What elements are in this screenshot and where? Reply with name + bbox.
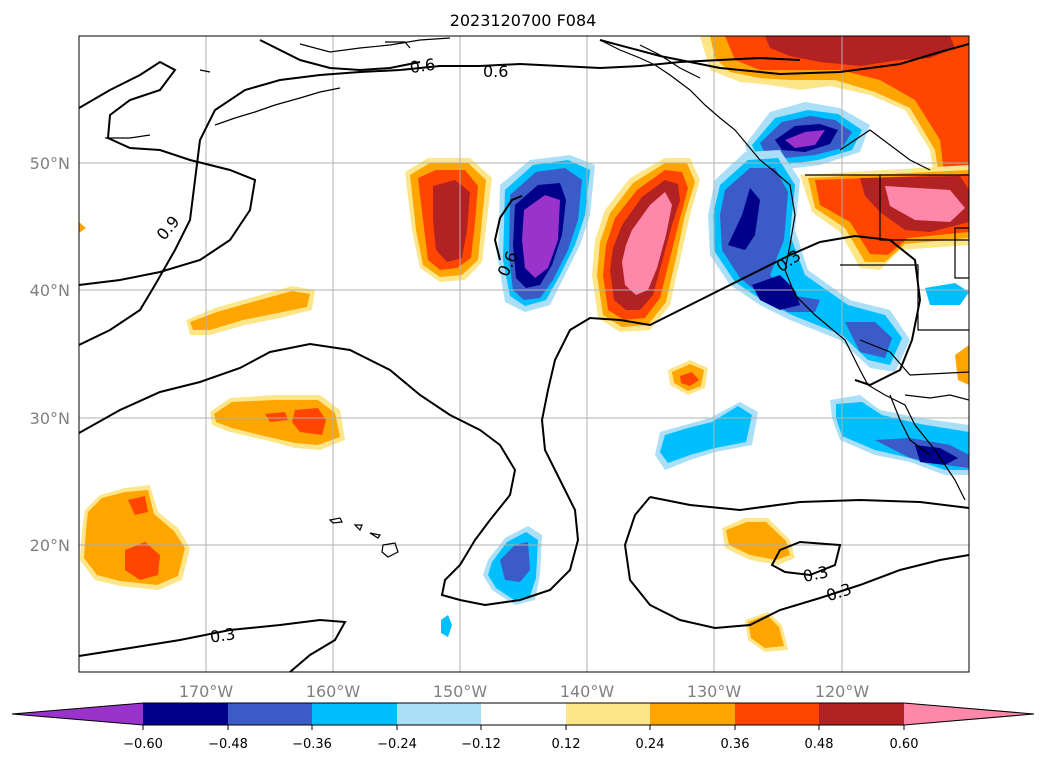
colorbar-tick-label: 0.12 — [552, 737, 581, 752]
contour-03-south-lower — [623, 496, 969, 630]
contour-lines — [79, 39, 969, 672]
contour-09-west — [79, 60, 257, 286]
colorbar-tick-label: −0.60 — [123, 737, 163, 752]
colorbar-tick-label: 0.60 — [890, 737, 919, 752]
anomaly-21n-positive — [80, 485, 190, 590]
colorbar-bin — [481, 703, 566, 725]
colorbar-bin — [228, 703, 312, 725]
map-title: 2023120700 F084 — [450, 11, 597, 30]
anomaly-left-edge-positive — [79, 222, 86, 233]
colorbar-tick-label: −0.12 — [461, 737, 501, 752]
contour-label: 0.6 — [409, 55, 437, 77]
colorbar-extend-high — [904, 703, 1034, 725]
contour-03-southwest — [79, 618, 347, 672]
contour-label: 0.6 — [483, 62, 508, 81]
anomaly-small-negative — [925, 283, 969, 305]
contour-03-south-upper — [649, 496, 969, 512]
anomaly-30n-positive — [210, 395, 345, 450]
colorbar-bin — [566, 703, 650, 725]
anomaly-18n-negative — [483, 526, 542, 605]
latitude-labels: 20°N 30°N 40°N 50°N — [30, 154, 70, 555]
anomaly-small-positive — [668, 360, 708, 395]
colorbar-bin — [143, 703, 228, 725]
coastlines — [105, 37, 969, 558]
anomaly-28n-negative — [655, 402, 758, 470]
lon-label: 150°W — [433, 682, 488, 701]
longitude-labels: 170°W 160°W 150°W 140°W 130°W 120°W — [179, 682, 870, 701]
anomaly-east-edge-positive — [955, 345, 969, 385]
colorbar-bin — [819, 703, 904, 725]
contour-09-north — [259, 39, 421, 72]
contour-label: 0.3 — [209, 624, 237, 646]
anomaly-interior-positive — [800, 165, 969, 270]
contour-06-small — [493, 195, 523, 261]
colorbar-extend-low — [12, 703, 143, 725]
anomaly-137w-positive — [592, 158, 700, 332]
contour-06-south — [770, 540, 842, 577]
anomaly-westcoast-negative — [708, 150, 910, 372]
lat-label: 30°N — [30, 409, 70, 428]
colorbar-tick-label: −0.24 — [377, 737, 417, 752]
anomaly-145w-negative — [498, 155, 595, 312]
graticule — [79, 36, 969, 672]
anomaly-mexico-negative — [830, 395, 969, 475]
colorbar-tick-label: 0.48 — [805, 737, 834, 752]
lon-label: 160°W — [306, 682, 361, 701]
contour-label: 0.3 — [801, 562, 830, 586]
colorbar-bin — [397, 703, 481, 725]
anomaly-tiny-negative — [441, 615, 452, 637]
colorbar: −0.60 −0.48 −0.36 −0.24 −0.12 0.12 0.24 … — [11, 702, 1035, 752]
anomaly-21n-128w-positive — [722, 518, 795, 565]
contour-06-northeast — [599, 39, 969, 76]
contour-06-north — [79, 56, 801, 346]
colorbar-tick-label: 0.36 — [721, 737, 750, 752]
lat-label: 50°N — [30, 154, 70, 173]
map-frame — [78, 35, 970, 673]
colorbar-bin — [735, 703, 819, 725]
colorbar-tick-label: 0.24 — [636, 737, 665, 752]
lat-label: 40°N — [30, 281, 70, 300]
lon-label: 170°W — [179, 682, 234, 701]
colorbar-bin — [650, 703, 735, 725]
anomaly-150w-positive — [405, 158, 492, 282]
contour-03-loop — [79, 234, 922, 607]
anomaly-northeast-positive — [700, 36, 969, 230]
lon-label: 120°W — [815, 682, 870, 701]
colorbar-ticks — [142, 725, 905, 730]
colorbar-tick-label: −0.48 — [208, 737, 248, 752]
lon-label: 130°W — [687, 682, 742, 701]
colorbar-bin — [312, 703, 397, 725]
lat-label: 20°N — [30, 536, 70, 555]
map-area: 0.6 0.9 0.6 0.3 0.6 0.3 0.3 0.3 — [79, 36, 969, 672]
lon-label: 140°W — [560, 682, 615, 701]
anomaly-38n-positive — [186, 286, 315, 335]
colorbar-tick-label: −0.36 — [292, 737, 332, 752]
